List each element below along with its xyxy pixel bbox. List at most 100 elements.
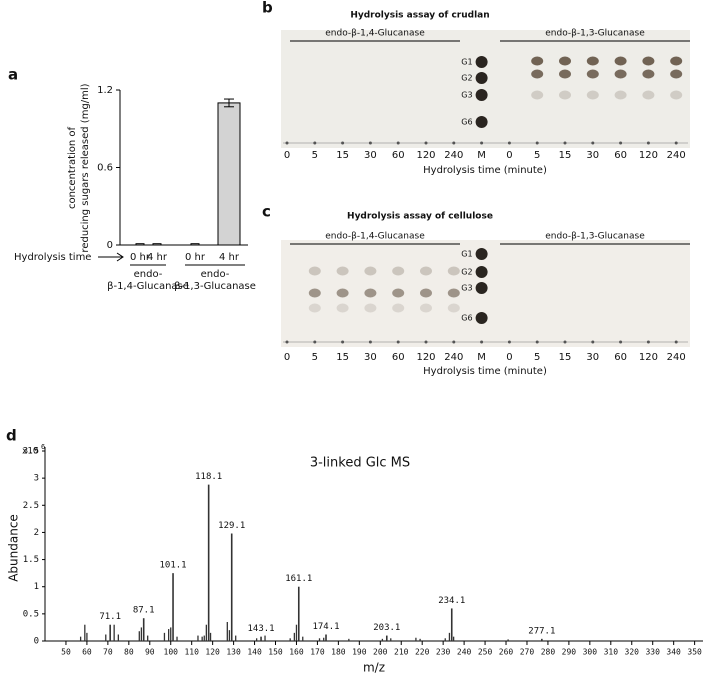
origin-spot — [452, 141, 456, 145]
spot — [614, 69, 627, 79]
marker-label: G1 — [461, 58, 472, 67]
lane-label: 5 — [534, 150, 540, 161]
lane-label: 0 — [284, 150, 290, 161]
spot — [559, 90, 571, 100]
x-tick-label: 330 — [645, 648, 660, 657]
lane-label: 15 — [559, 150, 572, 161]
group-label: endo- — [201, 269, 230, 280]
marker-label: G6 — [461, 314, 472, 323]
lane-label: 120 — [416, 150, 435, 161]
origin-spot — [507, 141, 511, 145]
origin-spot — [674, 141, 678, 145]
enzyme-label: endo-β-1,4-Glucanase — [325, 29, 425, 39]
y-tick-label: 1.2 — [97, 85, 113, 96]
spot — [670, 69, 683, 79]
x-tick-label: 270 — [520, 648, 535, 657]
spot — [420, 303, 432, 313]
x-tick-label: 60 — [82, 648, 92, 657]
spot — [559, 56, 571, 66]
marker-label: G2 — [461, 74, 472, 83]
x-tick-label: 310 — [604, 648, 619, 657]
origin-spot — [341, 141, 345, 145]
marker-label: G6 — [461, 118, 472, 127]
spot — [308, 266, 321, 276]
x-tick-label: 230 — [436, 648, 451, 657]
lane-label: 240 — [444, 352, 463, 363]
spot — [642, 69, 655, 79]
peak-label: 161.1 — [285, 574, 312, 584]
y-tick-label: 0.6 — [97, 163, 113, 174]
peak-label: 101.1 — [159, 561, 186, 571]
marker-label: G3 — [461, 284, 472, 293]
spot — [364, 303, 377, 313]
x-tick-label: 200 — [373, 648, 388, 657]
spot — [392, 288, 405, 298]
y-tick-label: 1.5 — [23, 555, 39, 565]
peak-label: 277.1 — [528, 626, 555, 636]
lane-label: 60 — [614, 150, 627, 161]
origin-spot — [563, 340, 567, 344]
x-tick-label: 220 — [415, 648, 430, 657]
marker-spot — [475, 266, 488, 278]
lane-label: 30 — [586, 150, 599, 161]
enzyme-label: endo-β-1,3-Glucanase — [545, 232, 645, 242]
origin-spot — [368, 141, 372, 145]
origin-spot — [396, 340, 400, 344]
lane-label: 60 — [392, 352, 405, 363]
peak-label: 234.1 — [438, 596, 465, 606]
y-tick-label: 0 — [34, 637, 39, 647]
lane-label: 240 — [667, 352, 686, 363]
x-tick-label: 4 hr — [147, 252, 168, 263]
spot — [364, 288, 377, 298]
y-tick-label: 2 — [34, 528, 39, 538]
peak-label: 129.1 — [218, 521, 245, 531]
y-multiplier: x10 — [22, 447, 38, 457]
spot — [531, 90, 544, 100]
spot — [642, 90, 655, 100]
spot — [531, 69, 544, 79]
origin-spot — [368, 340, 372, 344]
peak-label: 118.1 — [195, 472, 222, 482]
panel-letter: d — [6, 427, 17, 445]
origin-spot — [646, 340, 650, 344]
spot — [614, 90, 627, 100]
y-tick-label: 0.5 — [23, 609, 39, 619]
spot — [586, 56, 599, 66]
origin-spot — [619, 340, 623, 344]
spot — [586, 90, 599, 100]
group-label: β-1,3-Glucanase — [174, 281, 256, 292]
marker-spot — [475, 282, 488, 294]
x-tick-label: 290 — [562, 648, 577, 657]
spot — [308, 303, 321, 313]
x-axis-title: Hydrolysis time (minute) — [423, 165, 547, 176]
spot — [336, 303, 349, 313]
spot — [447, 303, 460, 313]
x-tick-label: 90 — [145, 648, 155, 657]
error-bar — [224, 98, 234, 108]
marker-spot — [475, 116, 488, 128]
lane-label: 120 — [416, 352, 435, 363]
bar — [190, 243, 200, 246]
lane-label: 0 — [284, 352, 290, 363]
spot — [531, 56, 544, 66]
spot — [559, 69, 571, 79]
x-axis-title: Hydrolysis time (minute) — [423, 366, 547, 377]
x-tick-label: 250 — [478, 648, 493, 657]
spot — [364, 266, 377, 276]
origin-spot — [480, 141, 484, 145]
x-tick-label: 0 hr — [130, 252, 151, 263]
lane-label: M — [477, 352, 486, 363]
x-tick-label: 130 — [226, 648, 241, 657]
origin-spot — [535, 340, 539, 344]
lane-label: 120 — [639, 352, 658, 363]
x-tick-label: 180 — [331, 648, 346, 657]
enzyme-label: endo-β-1,3-Glucanase — [545, 29, 645, 39]
marker-spot — [475, 72, 488, 84]
origin-spot — [646, 141, 650, 145]
x-tick-label: 280 — [541, 648, 556, 657]
lane-label: M — [477, 150, 486, 161]
x-tick-label: 4 hr — [219, 252, 240, 263]
enzyme-label: endo-β-1,4-Glucanase — [325, 232, 425, 242]
origin-spot — [285, 340, 289, 344]
